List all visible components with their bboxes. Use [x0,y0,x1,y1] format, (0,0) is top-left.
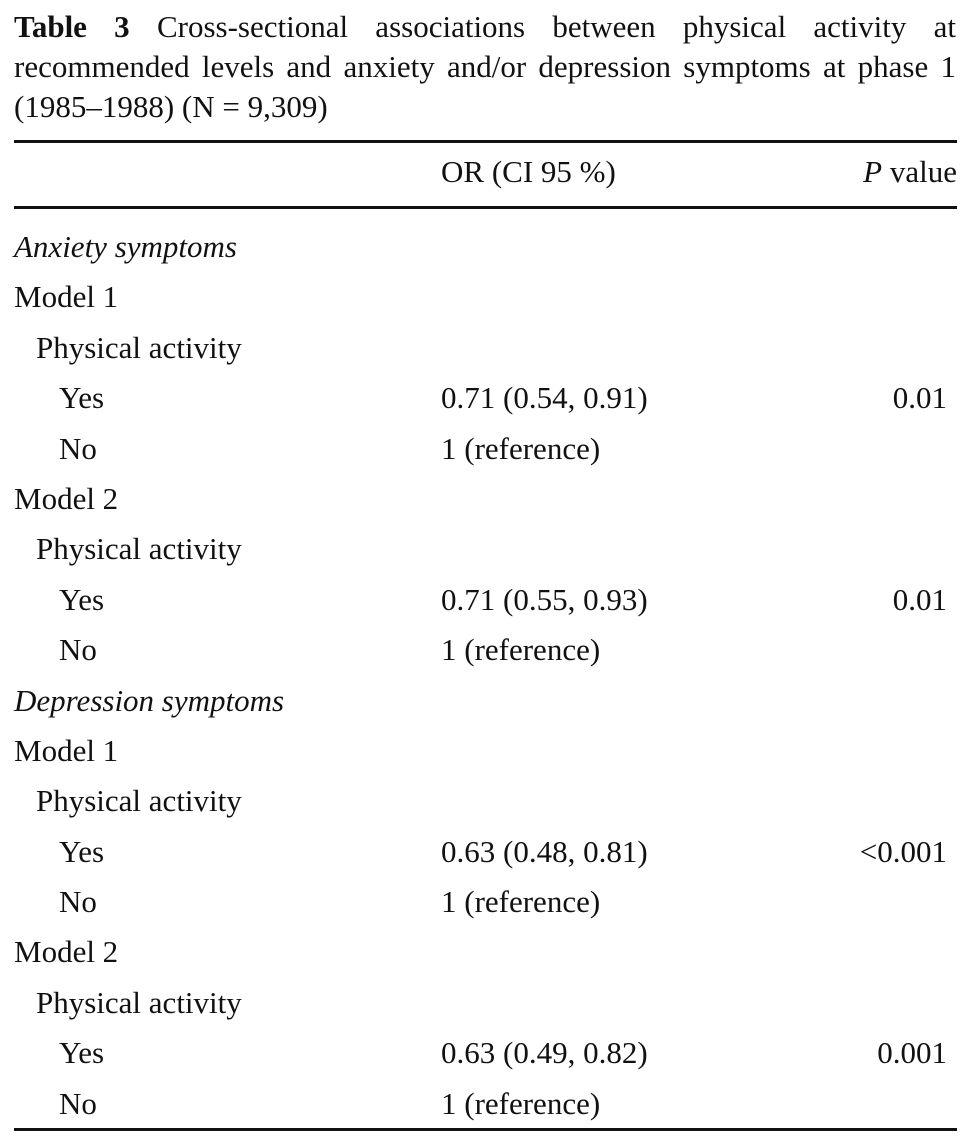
model-label: Model 1 [14,732,119,768]
or-value: 0.63 (0.48, 0.81) [441,833,648,869]
or-value: 1 (reference) [441,1085,601,1121]
or-value: 0.71 (0.55, 0.93) [441,581,648,617]
column-header-p-rest: value [882,154,957,189]
category-label: No [59,632,97,668]
section-label: Depression symptoms [14,682,285,718]
table-row: No 1 (reference) [14,877,957,927]
column-header-p-italic: P [863,154,883,189]
table-bottom-rule [14,1128,957,1131]
table-row: Model 2 [14,927,957,977]
table-header-row: OR (CI 95 %) P value [14,150,957,198]
table-number: Table 3 [14,9,130,44]
table-caption-text: Cross-sectional associations between phy… [14,9,956,124]
table-caption: Table 3 Cross-sectional associations bet… [14,7,956,127]
category-label: Yes [59,380,105,416]
table-row: No 1 (reference) [14,1079,957,1129]
table-body: Anxiety symptoms Model 1 Physical activi… [14,222,957,1129]
p-value: 0.01 [892,581,947,617]
variable-label: Physical activity [36,984,242,1020]
p-value: 0.001 [877,1035,947,1071]
table-row: Anxiety symptoms [14,222,957,272]
or-value: 1 (reference) [441,632,601,668]
category-label: No [59,884,97,920]
table-row: Yes 0.63 (0.49, 0.82) 0.001 [14,1028,957,1078]
table-row: No 1 (reference) [14,424,957,474]
category-label: Yes [59,1035,105,1071]
table-top-rule [14,140,957,143]
category-label: Yes [59,581,105,617]
model-label: Model 1 [14,279,119,315]
column-header-p-value: P value [863,154,957,190]
table-row: Physical activity [14,978,957,1028]
or-value: 1 (reference) [441,430,601,466]
category-label: Yes [59,833,105,869]
or-value: 1 (reference) [441,884,601,920]
table-header-rule [14,206,957,209]
variable-label: Physical activity [36,783,242,819]
table-row: Physical activity [14,776,957,826]
table-row: Depression symptoms [14,676,957,726]
p-value: 0.01 [892,380,947,416]
category-label: No [59,430,97,466]
p-value: <0.001 [859,833,947,869]
category-label: No [59,1085,97,1121]
or-value: 0.71 (0.54, 0.91) [441,380,648,416]
variable-label: Physical activity [36,329,242,365]
model-label: Model 2 [14,934,119,970]
table-row: Model 2 [14,474,957,524]
or-value: 0.63 (0.49, 0.82) [441,1035,648,1071]
section-label: Anxiety symptoms [14,229,237,264]
table-row: Physical activity [14,524,957,574]
table-row: Yes 0.71 (0.54, 0.91) 0.01 [14,373,957,423]
table-row: Yes 0.63 (0.48, 0.81) <0.001 [14,827,957,877]
table-row: Physical activity [14,323,957,373]
model-label: Model 2 [14,480,119,516]
column-header-or: OR (CI 95 %) [441,154,616,189]
variable-label: Physical activity [36,531,242,567]
table-row: Model 1 [14,726,957,776]
table-row: Yes 0.71 (0.55, 0.93) 0.01 [14,575,957,625]
table-row: Model 1 [14,272,957,322]
table-row: No 1 (reference) [14,625,957,675]
